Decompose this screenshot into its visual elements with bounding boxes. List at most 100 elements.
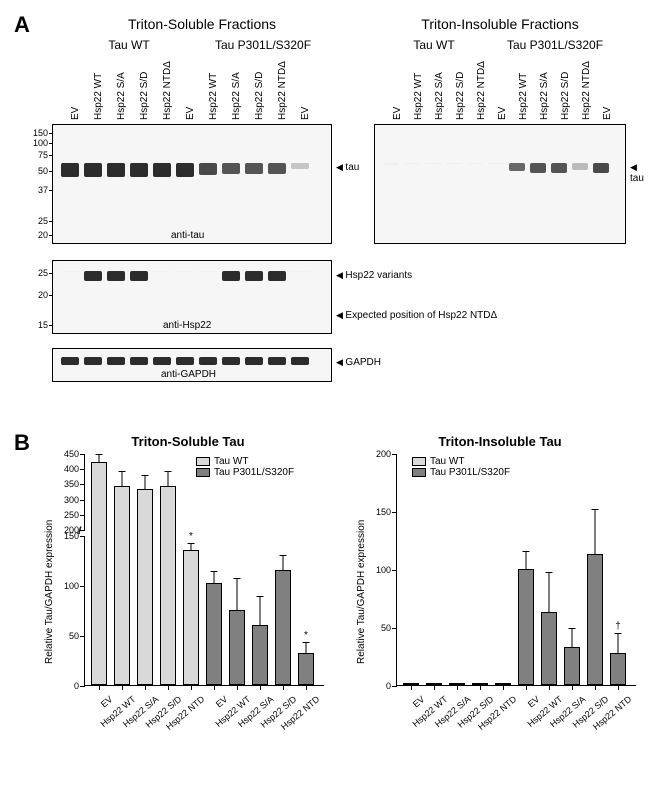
bar: * bbox=[298, 653, 314, 685]
band bbox=[107, 271, 125, 281]
bar: † bbox=[610, 653, 626, 685]
band bbox=[509, 163, 525, 171]
band bbox=[291, 163, 309, 169]
mw-label: 20 bbox=[24, 230, 48, 240]
band bbox=[61, 271, 79, 272]
panel-a-label: A bbox=[14, 12, 30, 38]
mw-label: 100 bbox=[24, 138, 48, 148]
insoluble-title: Triton-Insoluble Fractions bbox=[370, 16, 630, 32]
band bbox=[199, 357, 217, 365]
chart-soluble: Triton-Soluble Tau Relative Tau/GAPDH ex… bbox=[40, 434, 336, 754]
mw-label: 15 bbox=[24, 320, 48, 330]
band bbox=[245, 357, 263, 365]
mw-label: 25 bbox=[24, 216, 48, 226]
sol-group-wt: Tau WT bbox=[74, 38, 184, 52]
band bbox=[530, 163, 546, 173]
lane-label: Hsp22 WT bbox=[208, 73, 219, 120]
caption-hsp: anti-Hsp22 bbox=[163, 320, 211, 331]
lane-label: Hsp22 NTDΔ bbox=[162, 61, 173, 120]
band bbox=[291, 271, 309, 272]
bar bbox=[449, 683, 465, 685]
bar bbox=[426, 683, 442, 685]
mw-label: 25 bbox=[24, 268, 48, 278]
lane-label: EV bbox=[300, 107, 311, 120]
band bbox=[245, 271, 263, 281]
bar bbox=[137, 489, 153, 685]
band bbox=[61, 163, 79, 177]
ytick-label: 450 bbox=[53, 449, 79, 459]
band bbox=[199, 163, 217, 175]
chart-sol-ylabel: Relative Tau/GAPDH expression bbox=[44, 520, 55, 664]
chart-ins-title: Triton-Insoluble Tau bbox=[352, 434, 648, 449]
bar bbox=[114, 486, 130, 685]
ins-group-mut: Tau P301L/S320F bbox=[490, 38, 620, 52]
band bbox=[572, 163, 588, 170]
lane-label: Hsp22 NTDΔ bbox=[277, 61, 288, 120]
band bbox=[176, 357, 194, 365]
panel-b: B Triton-Soluble Tau Relative Tau/GAPDH … bbox=[12, 434, 638, 774]
band bbox=[488, 163, 504, 164]
lane-label: Hsp22 S/A bbox=[539, 72, 550, 120]
ins-group-wt: Tau WT bbox=[384, 38, 484, 52]
band bbox=[107, 163, 125, 177]
chart-insoluble: Triton-Insoluble Tau Relative Tau/GAPDH … bbox=[352, 434, 648, 754]
blot-hsp22: anti-Hsp22 bbox=[52, 260, 332, 334]
lane-label: EV bbox=[497, 107, 508, 120]
band bbox=[551, 163, 567, 173]
lane-label: EV bbox=[185, 107, 196, 120]
band bbox=[199, 271, 217, 272]
blot-soluble-tau: anti-tau bbox=[52, 124, 332, 244]
caption-tau: anti-tau bbox=[171, 230, 204, 241]
arrow-tau-right: tau bbox=[630, 162, 644, 184]
lane-label: Hsp22 NTDΔ bbox=[476, 61, 487, 120]
ytick-label: 0 bbox=[365, 681, 391, 691]
sig-marker: † bbox=[615, 621, 621, 632]
band bbox=[425, 163, 441, 164]
band bbox=[268, 357, 286, 365]
lane-label: Hsp22 S/D bbox=[139, 72, 150, 120]
lane-label: Hsp22 WT bbox=[413, 73, 424, 120]
mw-label: 20 bbox=[24, 290, 48, 300]
band bbox=[84, 271, 102, 281]
chart-sol-lower: 050100150** bbox=[84, 536, 324, 686]
ytick-label: 300 bbox=[53, 495, 79, 505]
blot-insoluble-tau bbox=[374, 124, 626, 244]
band bbox=[222, 357, 240, 365]
band bbox=[593, 163, 609, 173]
bar bbox=[518, 569, 534, 685]
ytick-label: 100 bbox=[53, 581, 79, 591]
lane-label: Hsp22 WT bbox=[93, 73, 104, 120]
band bbox=[268, 163, 286, 174]
band bbox=[153, 357, 171, 365]
bar bbox=[206, 583, 222, 685]
band bbox=[107, 357, 125, 365]
bar bbox=[403, 683, 419, 685]
lane-label: Hsp22 S/D bbox=[560, 72, 571, 120]
panel-b-label: B bbox=[14, 430, 30, 456]
lane-label: EV bbox=[392, 107, 403, 120]
bar bbox=[541, 612, 557, 685]
ytick-label: 0 bbox=[53, 681, 79, 691]
caption-gapdh: anti-GAPDH bbox=[161, 369, 216, 380]
band bbox=[446, 163, 462, 164]
band bbox=[291, 357, 309, 365]
lane-label: EV bbox=[602, 107, 613, 120]
mw-label: 75 bbox=[24, 150, 48, 160]
ytick-label: 150 bbox=[53, 531, 79, 541]
panel-a: A Triton-Soluble Fractions Triton-Insolu… bbox=[12, 12, 638, 434]
sol-group-mut: Tau P301L/S320F bbox=[198, 38, 328, 52]
bar bbox=[472, 683, 488, 685]
chart-ins-plot: 050100150200† bbox=[396, 454, 636, 686]
mw-label: 37 bbox=[24, 185, 48, 195]
lane-label: Hsp22 NTDΔ bbox=[581, 61, 592, 120]
ytick-label: 150 bbox=[365, 507, 391, 517]
sig-marker: * bbox=[189, 531, 193, 542]
band bbox=[84, 163, 102, 177]
ytick-label: 400 bbox=[53, 464, 79, 474]
ytick-label: 50 bbox=[53, 631, 79, 641]
band bbox=[84, 357, 102, 365]
band bbox=[467, 163, 483, 164]
band bbox=[61, 357, 79, 365]
bar bbox=[275, 570, 291, 685]
ytick-label: 250 bbox=[53, 510, 79, 520]
